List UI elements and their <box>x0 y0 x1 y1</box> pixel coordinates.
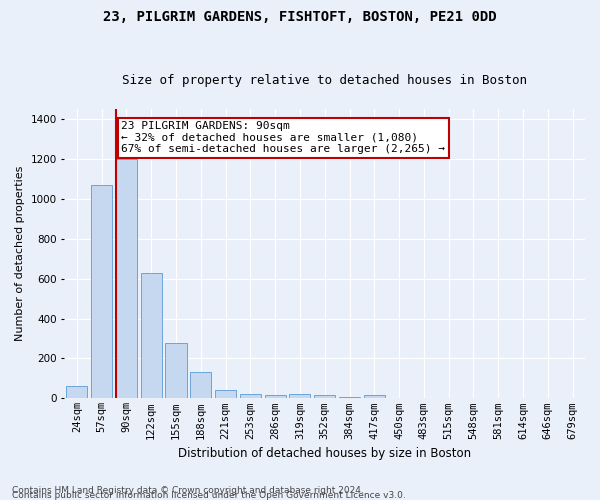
Title: Size of property relative to detached houses in Boston: Size of property relative to detached ho… <box>122 74 527 87</box>
Bar <box>166 342 187 398</box>
Text: Contains public sector information licensed under the Open Government Licence v3: Contains public sector information licen… <box>12 491 406 500</box>
Bar <box>364 396 385 398</box>
Text: Contains HM Land Registry data © Crown copyright and database right 2024.: Contains HM Land Registry data © Crown c… <box>12 486 364 495</box>
Text: 23 PILGRIM GARDENS: 90sqm
← 32% of detached houses are smaller (1,080)
67% of se: 23 PILGRIM GARDENS: 90sqm ← 32% of detac… <box>121 121 445 154</box>
Bar <box>67 386 88 398</box>
Bar <box>289 394 310 398</box>
Bar <box>140 272 162 398</box>
Bar <box>314 395 335 398</box>
Text: 23, PILGRIM GARDENS, FISHTOFT, BOSTON, PE21 0DD: 23, PILGRIM GARDENS, FISHTOFT, BOSTON, P… <box>103 10 497 24</box>
Bar <box>116 159 137 398</box>
Bar <box>190 372 211 398</box>
Bar <box>240 394 261 398</box>
X-axis label: Distribution of detached houses by size in Boston: Distribution of detached houses by size … <box>178 447 471 460</box>
Bar <box>265 395 286 398</box>
Bar <box>91 185 112 398</box>
Y-axis label: Number of detached properties: Number of detached properties <box>15 166 25 342</box>
Bar <box>215 390 236 398</box>
